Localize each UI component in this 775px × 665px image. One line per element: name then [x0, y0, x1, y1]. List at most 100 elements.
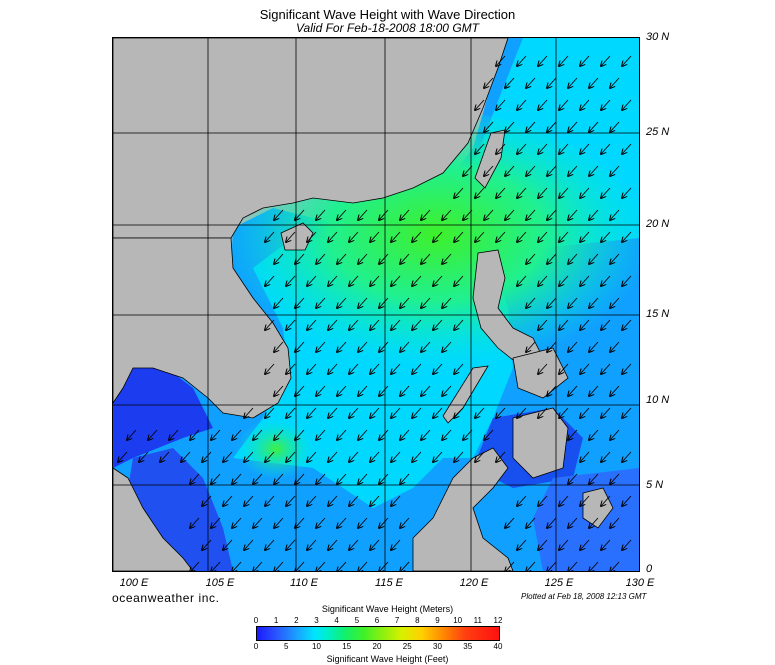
- wave-arrow: [400, 297, 410, 308]
- wave-arrow: [286, 407, 296, 418]
- wave-arrow: [274, 297, 284, 308]
- wave-arrow: [601, 231, 611, 242]
- wave-arrow: [580, 363, 590, 374]
- wave-arrow: [337, 341, 347, 352]
- wave-arrow: [454, 275, 464, 286]
- wave-arrow: [328, 539, 338, 550]
- wave-arrow: [622, 363, 632, 374]
- wave-arrow: [580, 275, 590, 286]
- wave-arrow: [307, 451, 317, 462]
- wave-arrow: [379, 561, 389, 571]
- land-china: [113, 38, 509, 239]
- wave-arrow: [379, 517, 389, 528]
- wave-arrow: [274, 561, 284, 571]
- wave-arrow: [526, 561, 536, 571]
- wave-arrow: [295, 297, 305, 308]
- wave-arrow: [370, 231, 380, 242]
- wave-arrow: [505, 165, 515, 176]
- wave-arrow: [580, 319, 590, 330]
- wave-arrow: [316, 473, 326, 484]
- lat-label-20n: 20 N: [646, 218, 670, 230]
- wave-arrow: [601, 143, 611, 154]
- wave-arrow: [316, 517, 326, 528]
- legend-tick: 2: [294, 616, 299, 625]
- wave-arrow: [610, 165, 620, 176]
- wave-arrow: [211, 561, 221, 571]
- wave-arrow: [118, 451, 128, 462]
- wave-arrow: [454, 319, 464, 330]
- wave-arrow: [547, 517, 557, 528]
- wave-arrow: [568, 473, 578, 484]
- wave-arrow: [433, 363, 443, 374]
- wave-arrow: [547, 253, 557, 264]
- wave-arrow: [253, 517, 263, 528]
- wave-arrow: [475, 407, 485, 418]
- wave-arrow: [400, 473, 410, 484]
- wave-arrow: [379, 341, 389, 352]
- wave-arrow: [400, 209, 410, 220]
- wave-arrow: [349, 407, 359, 418]
- wave-arrow: [412, 231, 422, 242]
- wave-arrow: [559, 319, 569, 330]
- legend-tick: 9: [435, 616, 440, 625]
- wave-arrow: [589, 165, 599, 176]
- wave-arrow: [517, 495, 527, 506]
- wave-arrow: [484, 209, 494, 220]
- map-title: Significant Wave Height with Wave Direct…: [259, 7, 516, 22]
- wave-arrow: [274, 429, 284, 440]
- wave-arrow: [265, 231, 275, 242]
- wave-arrow: [601, 319, 611, 330]
- wave-arrow: [538, 363, 548, 374]
- wave-arrow: [505, 209, 515, 220]
- lon-label-105e: 105 E: [205, 577, 235, 589]
- wave-arrow: [547, 165, 557, 176]
- wave-arrow: [454, 231, 464, 242]
- wave-arrow: [442, 341, 452, 352]
- wave-arrow: [622, 407, 632, 418]
- wave-arrow: [379, 253, 389, 264]
- wave-arrow: [454, 187, 464, 198]
- wave-arrow: [622, 55, 632, 66]
- wave-arrow: [337, 561, 347, 571]
- wave-arrow: [580, 451, 590, 462]
- wave-arrow: [349, 539, 359, 550]
- legend-tick: 1: [273, 616, 279, 625]
- wave-height-map[interactable]: [112, 37, 640, 572]
- wave-arrow: [337, 517, 347, 528]
- wave-arrow: [202, 451, 212, 462]
- wave-arrow: [391, 319, 401, 330]
- plotted-timestamp: Plotted at Feb 18, 2008 12:13 GMT: [521, 592, 647, 601]
- wave-arrow: [559, 407, 569, 418]
- wave-arrow: [568, 253, 578, 264]
- wave-arrow: [223, 539, 233, 550]
- wave-arrow: [589, 429, 599, 440]
- wave-arrow: [274, 473, 284, 484]
- wave-arrow: [568, 429, 578, 440]
- wave-arrow: [505, 517, 515, 528]
- wave-arrow: [601, 275, 611, 286]
- wave-direction-arrows: [118, 55, 632, 571]
- wave-arrow: [244, 407, 254, 418]
- wave-arrow: [358, 517, 368, 528]
- wave-arrow: [433, 319, 443, 330]
- wave-arrow: [475, 451, 485, 462]
- lat-label-5n: 5 N: [646, 479, 664, 491]
- wave-arrow: [496, 187, 506, 198]
- wave-arrow: [358, 429, 368, 440]
- wave-arrow: [190, 473, 200, 484]
- wave-arrow: [232, 561, 242, 571]
- wave-arrow: [517, 407, 527, 418]
- wave-arrow: [610, 121, 620, 132]
- wave-arrow: [412, 407, 422, 418]
- wave-arrow: [379, 209, 389, 220]
- wave-arrow: [160, 451, 170, 462]
- wave-arrow: [223, 495, 233, 506]
- wave-arrow: [559, 143, 569, 154]
- land-indochina: [113, 237, 292, 419]
- wave-arrow: [421, 385, 431, 396]
- wave-arrow: [337, 429, 347, 440]
- wave-arrow: [442, 209, 452, 220]
- wave-arrow: [538, 231, 548, 242]
- map-subtitle: Valid For Feb-18-2008 18:00 GMT: [296, 21, 479, 35]
- wave-arrow: [475, 231, 485, 242]
